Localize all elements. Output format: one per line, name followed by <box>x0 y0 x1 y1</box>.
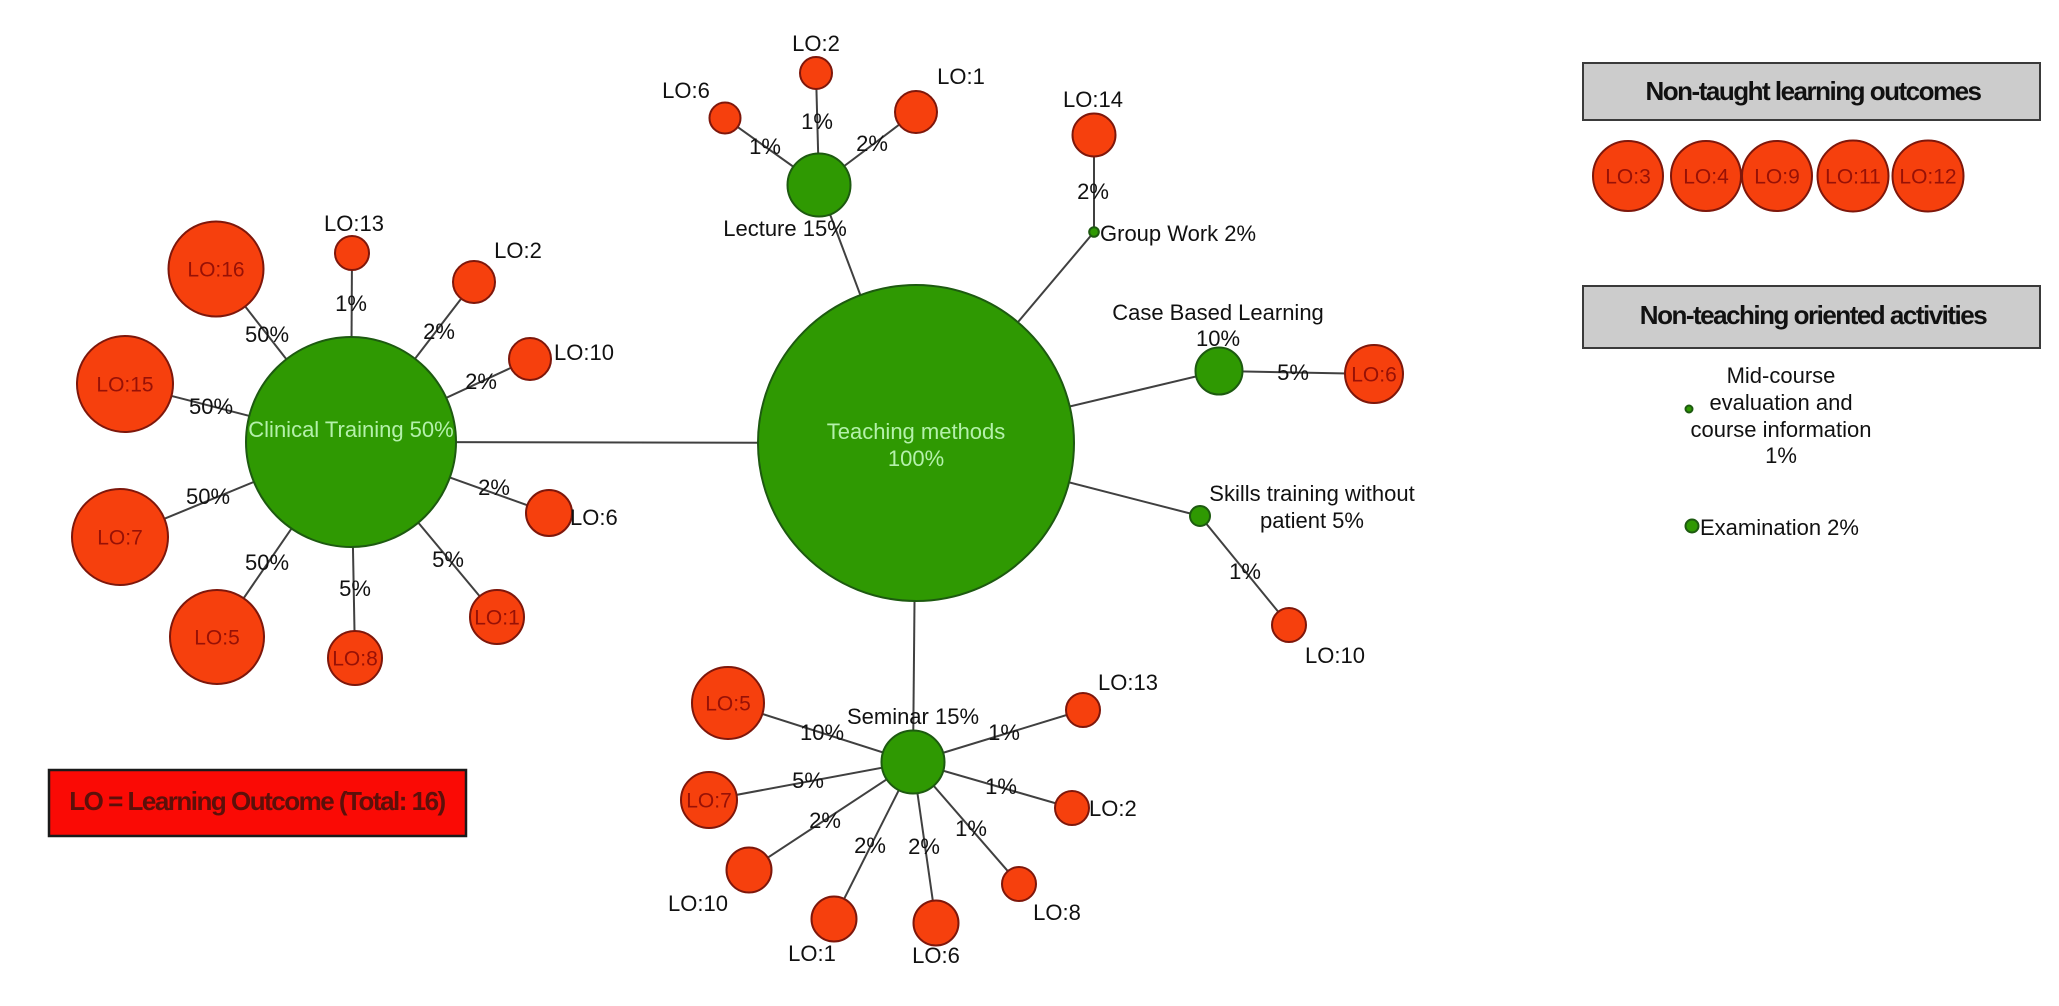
svg-text:LO:10: LO:10 <box>1305 643 1365 668</box>
svg-text:LO:15: LO:15 <box>96 374 153 397</box>
svg-text:10%: 10% <box>1196 326 1240 351</box>
svg-text:1%: 1% <box>955 816 987 841</box>
svg-text:1%: 1% <box>335 291 367 316</box>
svg-text:LO:6: LO:6 <box>662 78 710 103</box>
svg-text:LO:4: LO:4 <box>1683 166 1729 189</box>
svg-text:50%: 50% <box>186 484 230 509</box>
svg-text:LO:11: LO:11 <box>1825 166 1881 189</box>
svg-text:LO:7: LO:7 <box>686 790 732 813</box>
svg-text:1%: 1% <box>749 134 781 159</box>
svg-text:2%: 2% <box>1077 179 1109 204</box>
svg-text:LO:6: LO:6 <box>570 505 618 530</box>
svg-text:Seminar 15%: Seminar 15% <box>847 704 979 729</box>
svg-text:LO:6: LO:6 <box>912 943 960 968</box>
svg-text:Group Work 2%: Group Work 2% <box>1100 221 1256 246</box>
svg-text:LO = Learning Outcome (Total:: LO = Learning Outcome (Total: 16) <box>69 786 445 816</box>
svg-text:LO:1: LO:1 <box>788 941 836 966</box>
svg-text:Lecture 15%: Lecture 15% <box>723 216 847 241</box>
svg-text:2%: 2% <box>809 808 841 833</box>
svg-text:50%: 50% <box>245 550 289 575</box>
svg-text:Mid-course: Mid-course <box>1727 363 1836 388</box>
svg-text:2%: 2% <box>465 369 497 394</box>
svg-text:Clinical Training 50%: Clinical Training 50% <box>248 417 453 442</box>
svg-text:100%: 100% <box>888 446 944 471</box>
svg-text:2%: 2% <box>478 475 510 500</box>
svg-text:LO:6: LO:6 <box>1351 364 1397 387</box>
svg-text:5%: 5% <box>339 576 371 601</box>
svg-text:50%: 50% <box>245 322 289 347</box>
svg-text:LO:8: LO:8 <box>332 648 378 671</box>
svg-text:Case Based Learning: Case Based Learning <box>1112 300 1324 325</box>
svg-text:LO:2: LO:2 <box>792 31 840 56</box>
svg-text:Teaching methods: Teaching methods <box>827 419 1006 444</box>
svg-text:1%: 1% <box>801 109 833 134</box>
svg-text:LO:14: LO:14 <box>1063 87 1123 112</box>
svg-text:patient 5%: patient 5% <box>1260 508 1364 533</box>
svg-text:1%: 1% <box>988 720 1020 745</box>
svg-text:Non-taught learning outcomes: Non-taught learning outcomes <box>1646 76 1982 106</box>
svg-text:LO:5: LO:5 <box>705 693 751 716</box>
svg-text:LO:9: LO:9 <box>1754 166 1800 189</box>
svg-text:2%: 2% <box>856 131 888 156</box>
svg-text:LO:13: LO:13 <box>324 211 384 236</box>
svg-text:LO:1: LO:1 <box>937 64 985 89</box>
svg-text:Examination 2%: Examination 2% <box>1700 515 1859 540</box>
svg-text:2%: 2% <box>854 833 886 858</box>
svg-text:LO:10: LO:10 <box>554 340 614 365</box>
svg-text:50%: 50% <box>189 394 233 419</box>
svg-text:1%: 1% <box>1229 559 1261 584</box>
svg-text:5%: 5% <box>792 768 824 793</box>
svg-text:Non-teaching oriented activiti: Non-teaching oriented activities <box>1640 300 1987 330</box>
svg-text:LO:7: LO:7 <box>97 527 143 550</box>
svg-text:LO:1: LO:1 <box>474 607 520 630</box>
svg-text:LO:12: LO:12 <box>1899 166 1956 189</box>
svg-text:course information: course information <box>1691 417 1872 442</box>
svg-text:LO:8: LO:8 <box>1033 900 1081 925</box>
svg-text:1%: 1% <box>985 774 1017 799</box>
svg-text:10%: 10% <box>800 720 844 745</box>
svg-text:2%: 2% <box>423 319 455 344</box>
svg-text:LO:3: LO:3 <box>1605 166 1651 189</box>
svg-text:evaluation and: evaluation and <box>1709 390 1852 415</box>
svg-text:LO:2: LO:2 <box>494 238 542 263</box>
svg-text:LO:5: LO:5 <box>194 627 240 650</box>
svg-text:Skills training without: Skills training without <box>1209 481 1414 506</box>
svg-text:2%: 2% <box>908 834 940 859</box>
svg-text:1%: 1% <box>1765 443 1797 468</box>
svg-text:LO:13: LO:13 <box>1098 670 1158 695</box>
svg-text:LO:2: LO:2 <box>1089 796 1137 821</box>
svg-text:LO:10: LO:10 <box>668 891 728 916</box>
svg-text:LO:16: LO:16 <box>187 259 244 282</box>
svg-text:5%: 5% <box>1277 360 1309 385</box>
svg-text:5%: 5% <box>432 547 464 572</box>
